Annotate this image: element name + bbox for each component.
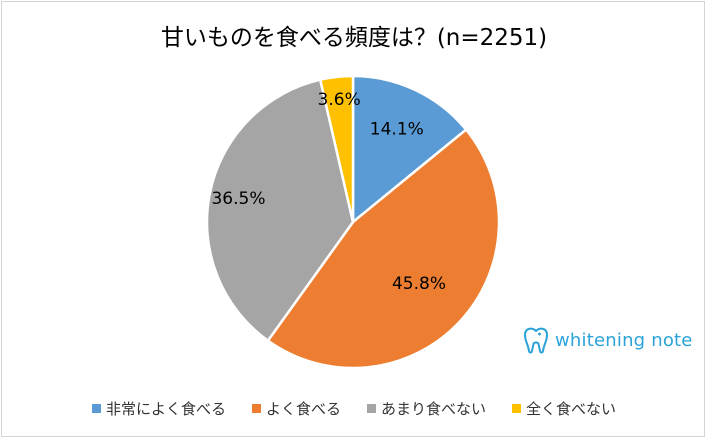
data-label: 3.6% — [318, 90, 361, 110]
legend-swatch — [251, 404, 261, 413]
pie-slice — [318, 74, 355, 223]
tooth-icon — [524, 327, 548, 354]
data-label: 14.1% — [370, 120, 424, 140]
legend-item: あまり食べない — [367, 398, 486, 419]
legend-label: 全く食べない — [526, 400, 617, 418]
brand-logo: whitening note — [523, 326, 693, 354]
pie-slice — [351, 74, 468, 225]
legend-label: あまり食べない — [381, 400, 487, 418]
legend-swatch — [91, 404, 101, 413]
data-label: 45.8% — [392, 274, 446, 294]
legend-item: 非常によく食べる — [91, 398, 226, 419]
brand-name: whitening note — [555, 329, 693, 351]
pie-slice — [205, 78, 355, 343]
pie-slice — [266, 127, 501, 370]
legend-item: よく食べる — [251, 398, 341, 419]
data-label: 36.5% — [211, 189, 265, 209]
legend-label: よく食べる — [265, 400, 341, 418]
legend-item: 全く食べない — [512, 398, 616, 419]
legend-label: 非常によく食べる — [105, 400, 226, 418]
legend: 非常によく食べる よく食べる あまり食べない 全く食べない — [0, 398, 708, 419]
chart-title: 甘いものを食べる頻度は？(n=2251) — [160, 25, 548, 51]
legend-swatch — [367, 404, 376, 413]
legend-swatch — [512, 404, 522, 413]
